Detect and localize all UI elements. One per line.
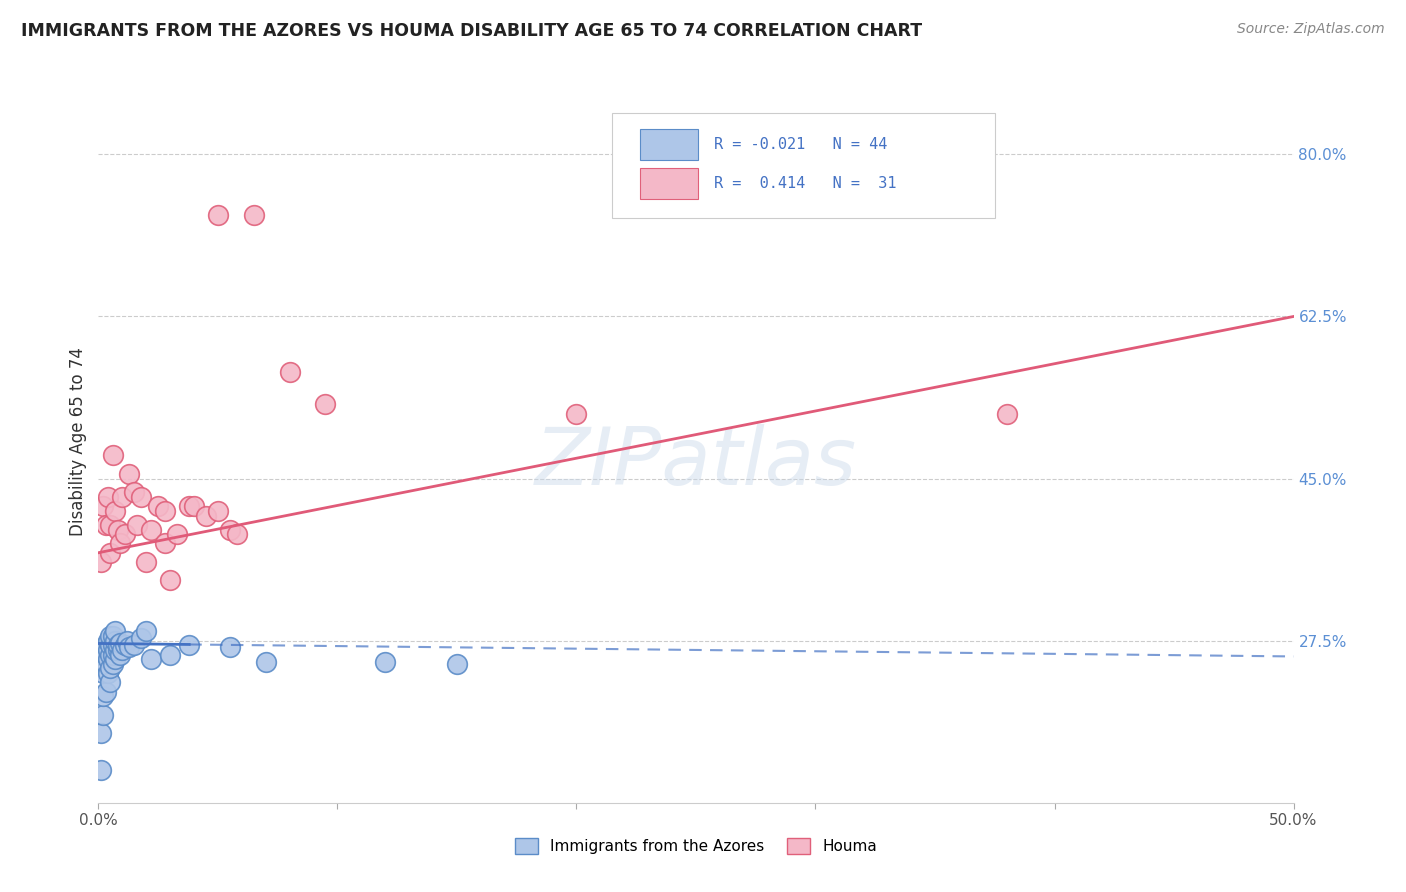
Point (98, 629, 122, 643)
Point (139, 523, 162, 537)
Point (219, 523, 242, 537)
Point (98, 546, 122, 560)
Point (114, 527, 136, 541)
Point (94, 684, 117, 698)
Point (131, 631, 153, 645)
Point (94, 517, 117, 532)
Point (565, 407, 588, 421)
Point (97, 666, 120, 681)
Point (179, 638, 201, 652)
Legend: Immigrants from the Azores, Houma: Immigrants from the Azores, Houma (509, 832, 883, 860)
Point (446, 657, 468, 671)
Point (98, 648, 122, 662)
Point (98, 517, 122, 532)
Point (108, 636, 131, 650)
FancyBboxPatch shape (640, 129, 699, 160)
Point (139, 652, 162, 666)
Point (148, 500, 170, 514)
Point (278, 365, 301, 379)
Point (94, 657, 117, 671)
Point (135, 624, 157, 639)
Point (101, 638, 124, 652)
Point (91, 707, 114, 722)
Point (101, 629, 124, 643)
Point (114, 638, 136, 652)
Point (118, 467, 141, 481)
Point (104, 633, 127, 648)
Point (107, 643, 129, 657)
Point (108, 536, 131, 550)
Text: ZIPatlas: ZIPatlas (534, 425, 858, 502)
Point (98, 675, 122, 690)
Text: R =  0.414   N =  31: R = 0.414 N = 31 (714, 176, 897, 191)
Point (101, 648, 124, 662)
Point (226, 527, 249, 541)
Point (104, 624, 127, 639)
Point (125, 517, 148, 532)
Point (97, 643, 120, 657)
Point (243, 208, 266, 222)
Y-axis label: Disability Age 65 to 74: Disability Age 65 to 74 (69, 347, 87, 536)
Point (207, 208, 229, 222)
Point (219, 640, 242, 655)
Point (94, 648, 117, 662)
Point (995, 407, 1018, 421)
Text: R = -0.021   N = 44: R = -0.021 N = 44 (714, 137, 887, 152)
Point (101, 449, 124, 463)
Point (97, 633, 120, 648)
Point (155, 504, 177, 518)
Point (104, 643, 127, 657)
Point (166, 527, 188, 541)
Point (124, 485, 146, 500)
Point (94, 638, 117, 652)
Point (101, 657, 124, 671)
Point (111, 490, 134, 504)
Point (91, 666, 114, 681)
Point (183, 500, 205, 514)
Point (315, 397, 337, 411)
Point (90, 555, 112, 569)
Point (254, 655, 277, 669)
Point (108, 648, 131, 662)
FancyBboxPatch shape (613, 112, 995, 218)
Point (91, 690, 114, 704)
Point (107, 523, 129, 537)
FancyBboxPatch shape (640, 169, 699, 199)
Point (98, 638, 122, 652)
Point (97, 490, 120, 504)
Point (207, 504, 229, 518)
Point (159, 574, 181, 588)
Point (90, 726, 112, 740)
Point (135, 555, 157, 569)
Point (374, 655, 396, 669)
Point (115, 633, 138, 648)
Text: Source: ZipAtlas.com: Source: ZipAtlas.com (1237, 22, 1385, 37)
Point (111, 643, 134, 657)
Point (118, 640, 141, 655)
Point (179, 500, 201, 514)
Point (104, 652, 127, 666)
Text: IMMIGRANTS FROM THE AZORES VS HOUMA DISABILITY AGE 65 TO 74 CORRELATION CHART: IMMIGRANTS FROM THE AZORES VS HOUMA DISA… (21, 22, 922, 40)
Point (90, 764, 112, 778)
Point (131, 490, 153, 504)
Point (124, 638, 146, 652)
Point (104, 504, 127, 518)
Point (91, 500, 114, 514)
Point (107, 638, 129, 652)
Point (195, 508, 218, 523)
Point (155, 536, 177, 550)
Point (97, 652, 120, 666)
Point (159, 648, 181, 662)
Point (98, 661, 122, 675)
